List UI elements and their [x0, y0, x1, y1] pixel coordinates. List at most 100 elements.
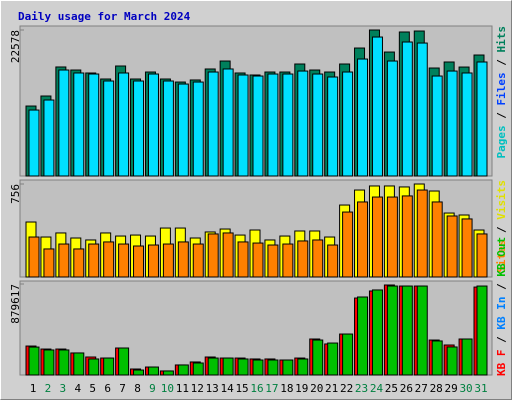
legend-separator: /	[495, 106, 508, 119]
bar	[43, 99, 55, 177]
bar	[58, 69, 70, 177]
bar	[207, 357, 219, 376]
x-tick-label: 24	[370, 382, 384, 395]
legend-entry: Visits	[495, 180, 508, 220]
bar	[252, 242, 264, 278]
y-tick-label: 22578	[9, 30, 22, 63]
x-tick-label: 4	[74, 382, 81, 395]
x-tick-label: 2	[45, 382, 52, 395]
bar	[147, 244, 159, 278]
legend-entry: Pages	[495, 119, 508, 159]
legend-entry: KB Out	[495, 237, 508, 277]
x-tick-label: 12	[191, 382, 204, 395]
bar	[446, 215, 458, 278]
bar	[267, 73, 279, 177]
bar	[88, 358, 100, 376]
bar	[133, 80, 145, 177]
bar	[282, 243, 294, 278]
bar	[416, 42, 428, 177]
bar	[222, 357, 234, 376]
x-tick-label: 19	[295, 382, 308, 395]
bar	[267, 244, 279, 278]
x-tick-label: 9	[149, 382, 156, 395]
bar	[237, 74, 249, 177]
x-tick-label: 27	[415, 382, 428, 395]
bar	[431, 340, 443, 376]
bar	[297, 70, 309, 177]
bar	[476, 61, 488, 177]
bar	[431, 75, 443, 177]
bar	[267, 359, 279, 376]
bar	[207, 233, 219, 278]
x-tick-label: 23	[355, 382, 368, 395]
bar	[118, 347, 130, 376]
bar	[103, 357, 115, 376]
bar	[88, 243, 100, 278]
bar	[73, 72, 85, 177]
bar	[162, 370, 174, 376]
legend-entry: Files	[495, 66, 508, 106]
bar	[342, 333, 354, 376]
bar	[386, 285, 398, 376]
legend-entry: Sites	[495, 233, 508, 273]
x-tick-label: 17	[265, 382, 278, 395]
bar	[461, 338, 473, 376]
bar	[162, 80, 174, 177]
legend-separator: /	[495, 277, 508, 290]
x-tick-label: 20	[310, 382, 323, 395]
x-tick-label: 7	[119, 382, 126, 395]
bar	[147, 366, 159, 376]
bar	[58, 349, 70, 376]
bar	[476, 285, 488, 376]
x-tick-label: 25	[385, 382, 398, 395]
x-tick-label: 5	[89, 382, 96, 395]
bar	[73, 352, 85, 376]
bar	[28, 109, 40, 177]
chart-title: Daily usage for March 2024	[18, 10, 191, 23]
x-tick-label: 28	[430, 382, 443, 395]
bar	[162, 243, 174, 278]
bar	[357, 296, 369, 376]
bar	[446, 70, 458, 177]
x-tick-label: 13	[206, 382, 219, 395]
bar	[461, 218, 473, 278]
bar	[327, 244, 339, 278]
bar	[28, 346, 40, 376]
bar	[342, 71, 354, 177]
bar	[401, 285, 413, 376]
bar	[133, 369, 145, 376]
x-tick-label: 14	[221, 382, 235, 395]
legend-separator: /	[495, 330, 508, 343]
bar	[416, 285, 428, 376]
bar	[446, 346, 458, 376]
legend: Sites / Visits	[495, 180, 508, 273]
bar	[282, 359, 294, 376]
x-tick-label: 3	[60, 382, 67, 395]
bar	[386, 60, 398, 177]
bar	[103, 80, 115, 177]
bar	[476, 233, 488, 278]
x-tick-label: 30	[459, 382, 472, 395]
bar	[222, 232, 234, 278]
bar	[386, 196, 398, 278]
bar	[28, 236, 40, 278]
bar	[133, 245, 145, 278]
bar	[147, 73, 159, 177]
bar	[342, 211, 354, 278]
x-tick-label: 31	[474, 382, 487, 395]
bar	[282, 73, 294, 177]
bar	[118, 243, 130, 278]
x-tick-label: 21	[325, 382, 338, 395]
x-tick-label: 11	[176, 382, 189, 395]
x-tick-label: 10	[161, 382, 174, 395]
bar	[431, 201, 443, 278]
x-tick-label: 26	[400, 382, 413, 395]
bar	[192, 81, 204, 177]
y-tick-label: 879617	[9, 284, 22, 324]
bar	[43, 349, 55, 376]
legend-entry: KB In	[495, 290, 508, 330]
bar	[312, 339, 324, 376]
bar	[177, 364, 189, 376]
